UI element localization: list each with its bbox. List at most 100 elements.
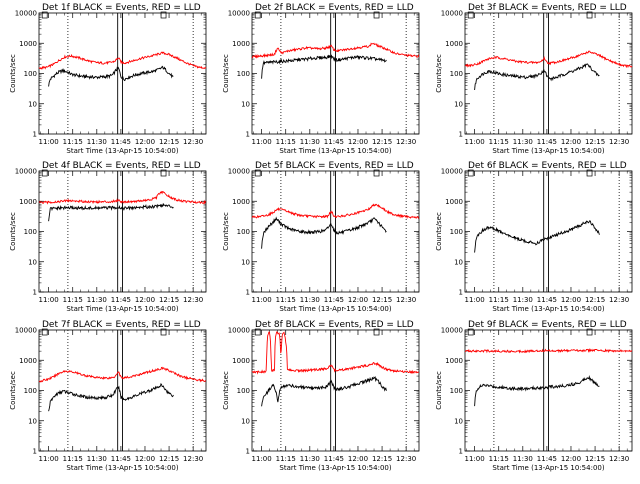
series-line-events [474,63,600,91]
y-tick-label: 1000 [19,198,37,206]
y-tick-label: 1000 [19,40,37,48]
x-tick-label: 11:15 [489,296,509,304]
x-tick-label: 11:30 [87,296,107,304]
x-tick-label: 11:15 [489,455,509,463]
x-tick-label: 11:30 [300,296,320,304]
mark-box [160,169,167,177]
x-tick-label: 11:45 [324,455,344,463]
y-tick-label: 10000 [441,168,463,176]
x-tick-label: 12:00 [561,455,581,463]
y-tick-label: 10000 [15,168,37,176]
x-tick-label: 11:45 [111,138,131,146]
mark-box [160,328,167,336]
y-tick-label: 100 [24,228,37,236]
mark-box [373,169,380,177]
x-tick-label: 11:00 [465,455,485,463]
x-tick-label: 12:30 [183,296,203,304]
x-tick-label: 12:00 [135,296,155,304]
panel-title: Det 9f BLACK = Events, RED = LLD [468,320,627,330]
y-tick-label: 1000 [445,357,463,365]
series-line-events [474,374,600,407]
mark-box [373,11,380,19]
series-line-events [48,65,174,87]
series-line-lld [464,347,633,354]
y-tick-label: 100 [450,70,463,78]
x-tick-label: 12:30 [396,455,416,463]
panel-title: Det 5f BLACK = Events, RED = LLD [255,161,414,171]
x-tick-label: 12:15 [372,138,392,146]
y-tick-label: 10000 [441,10,463,18]
x-tick-label: 11:15 [63,138,83,146]
series-line-events [261,375,387,407]
y-tick-label: 10000 [228,10,250,18]
panel-6: Det 6f BLACK = Events, RED = LLD 1 10 100 10… [435,161,633,313]
series-line-lld [38,51,207,70]
x-tick-label: 11:00 [252,455,272,463]
x-tick-label: 12:15 [159,138,179,146]
y-axis-label: Counts/sec [9,54,17,93]
x-tick-label: 12:30 [609,296,629,304]
y-tick-label: 1000 [232,357,250,365]
x-tick-label: 12:30 [609,138,629,146]
mark-box [586,11,593,19]
series-line-events [474,220,600,253]
x-axis-label: Start Time (13-Apr-15 10:54:00) [492,147,604,155]
mark-box [373,328,380,336]
x-tick-label: 11:00 [39,138,59,146]
y-tick-label: 1000 [445,40,463,48]
series-line-events [261,216,387,249]
x-tick-label: 11:15 [489,138,509,146]
x-tick-label: 12:15 [585,296,605,304]
mark-box [254,11,261,19]
panel-7: Det 7f BLACK = Events, RED = LLD 1 10 100 10… [9,320,207,472]
y-tick-label: 1000 [232,198,250,206]
x-tick-label: 11:30 [300,455,320,463]
mark-box [467,169,474,177]
y-tick-label: 10 [241,100,250,108]
x-tick-label: 11:15 [276,296,296,304]
x-axis-label: Start Time (13-Apr-15 10:54:00) [279,305,391,313]
mark-box [586,328,593,336]
y-tick-label: 1 [459,131,463,139]
x-tick-label: 12:00 [135,138,155,146]
x-tick-label: 11:00 [39,296,59,304]
y-tick-label: 100 [237,228,250,236]
x-tick-label: 11:00 [39,455,59,463]
x-axis-label: Start Time (13-Apr-15 10:54:00) [66,305,178,313]
y-tick-label: 10 [28,100,37,108]
mark-box [41,328,48,336]
panel-8: Det 8f BLACK = Events, RED = LLD 1 10 100 10… [222,320,420,472]
y-axis-label: Counts/sec [435,371,443,410]
y-tick-label: 10000 [15,10,37,18]
y-axis-label: Counts/sec [435,54,443,93]
x-tick-label: 12:15 [585,455,605,463]
x-tick-label: 11:15 [63,296,83,304]
mark-box [254,169,261,177]
y-axis-label: Counts/sec [9,371,17,410]
x-tick-label: 11:45 [537,138,557,146]
x-axis-label: Start Time (13-Apr-15 10:54:00) [279,147,391,155]
y-tick-label: 1 [459,289,463,297]
series-line-events [261,54,387,79]
x-tick-label: 11:45 [111,296,131,304]
x-tick-label: 11:45 [324,138,344,146]
y-tick-label: 100 [237,70,250,78]
x-tick-label: 11:45 [537,296,557,304]
x-tick-label: 11:30 [513,138,533,146]
x-tick-label: 11:00 [465,296,485,304]
mark-box [586,169,593,177]
y-tick-label: 1 [246,289,250,297]
x-tick-label: 12:00 [135,455,155,463]
x-tick-label: 11:30 [300,138,320,146]
y-tick-label: 10 [454,100,463,108]
x-tick-label: 11:00 [252,138,272,146]
y-tick-label: 1 [33,131,37,139]
y-axis-label: Counts/sec [435,212,443,251]
x-tick-label: 11:30 [513,455,533,463]
x-tick-label: 12:30 [396,296,416,304]
y-tick-label: 10 [454,258,463,266]
y-tick-label: 100 [450,228,463,236]
y-axis-label: Counts/sec [9,212,17,251]
x-axis-label: Start Time (13-Apr-15 10:54:00) [66,147,178,155]
